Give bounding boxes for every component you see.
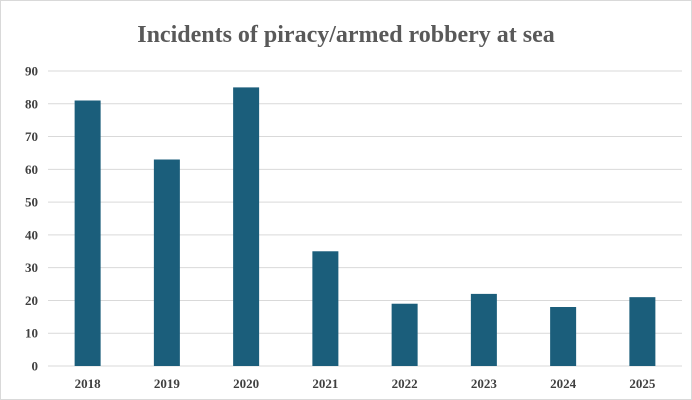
bar-2022 <box>391 303 418 366</box>
y-tick-label: 40 <box>25 227 38 242</box>
bar-2018 <box>74 100 101 366</box>
bar-2020 <box>233 87 260 366</box>
chart-title: Incidents of piracy/armed robbery at sea <box>137 22 555 48</box>
bar-2019 <box>153 159 180 366</box>
y-tick-label: 50 <box>25 195 38 210</box>
y-tick-label: 30 <box>25 260 38 275</box>
gridlines <box>48 70 682 367</box>
x-tick-label: 2024 <box>550 376 577 391</box>
x-tick-label: 2025 <box>629 376 656 391</box>
bar-2021 <box>312 251 339 366</box>
bar-2023 <box>470 293 497 366</box>
x-tick-label: 2021 <box>312 376 338 391</box>
bar-2025 <box>629 297 656 366</box>
y-tick-label: 10 <box>25 326 38 341</box>
x-tick-label: 2018 <box>75 376 102 391</box>
y-tick-label: 90 <box>25 64 38 79</box>
y-tick-label: 0 <box>32 359 39 374</box>
bars <box>74 87 656 366</box>
x-tick-label: 2019 <box>154 376 181 391</box>
y-axis-tick-labels: 0 10 20 30 40 50 60 70 80 90 <box>25 64 38 374</box>
y-tick-label: 70 <box>25 129 38 144</box>
bar-2024 <box>550 307 577 366</box>
x-tick-label: 2020 <box>233 376 259 391</box>
y-tick-label: 80 <box>25 96 38 111</box>
x-tick-label: 2022 <box>392 376 418 391</box>
x-tick-label: 2023 <box>471 376 498 391</box>
x-axis-tick-labels: 2018 2019 2020 2021 2022 2023 2024 2025 <box>75 376 656 391</box>
y-tick-label: 60 <box>25 162 38 177</box>
y-tick-label: 20 <box>25 293 38 308</box>
